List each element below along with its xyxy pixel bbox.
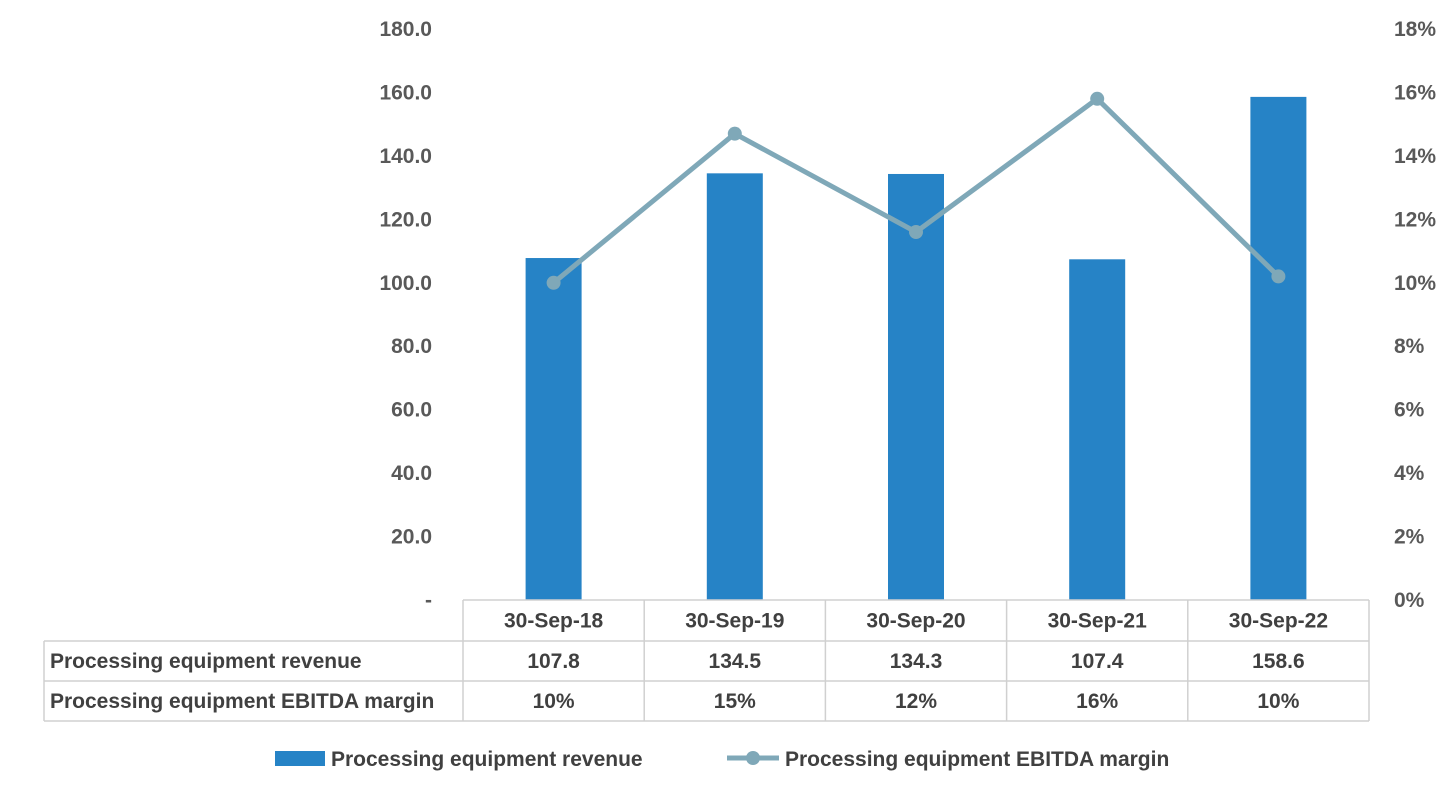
- revenue-bar: [1069, 259, 1126, 600]
- margin-value-cell: 10%: [1257, 690, 1299, 713]
- left-axis-tick-label: -: [425, 589, 432, 612]
- margin-value-cell: 12%: [895, 690, 937, 713]
- table-row-label-margin: Processing equipment EBITDA margin: [50, 690, 434, 713]
- margin-value-cell: 15%: [714, 690, 756, 713]
- right-axis-tick-label: 6%: [1394, 399, 1425, 422]
- right-axis-tick-labels: 0% 2% 4% 6% 8% 10% 12% 14% 16% 18%: [1394, 18, 1436, 612]
- left-axis-tick-label: 20.0: [391, 526, 432, 549]
- legend-swatch-margin-marker: [746, 751, 760, 765]
- margin-point: [1090, 91, 1105, 106]
- revenue-value-cell: 107.8: [527, 650, 580, 673]
- revenue-bar: [525, 258, 582, 600]
- right-axis-tick-label: 18%: [1394, 18, 1436, 41]
- left-axis-tick-labels: - 20.0 40.0 60.0 80.0 100.0 120.0 140.0 160.0 180…: [379, 18, 432, 612]
- revenue-bars: [525, 96, 1307, 600]
- right-axis-tick-label: 2%: [1394, 526, 1425, 549]
- legend-label-margin: Processing equipment EBITDA margin: [785, 748, 1169, 771]
- right-axis-tick-label: 14%: [1394, 145, 1436, 168]
- legend-label-revenue: Processing equipment revenue: [331, 748, 643, 771]
- category-label: 30-Sep-19: [685, 610, 784, 633]
- right-axis-tick-label: 4%: [1394, 462, 1425, 485]
- right-axis-tick-label: 10%: [1394, 272, 1436, 295]
- left-axis-tick-label: 100.0: [379, 272, 432, 295]
- right-axis-tick-label: 8%: [1394, 335, 1425, 358]
- revenue-value-cell: 158.6: [1252, 650, 1305, 673]
- margin-value-cell: 10%: [533, 690, 575, 713]
- revenue-value-cell: 134.3: [890, 650, 943, 673]
- legend: Processing equipment revenue Processing e…: [275, 748, 1169, 771]
- left-axis-tick-label: 140.0: [379, 145, 432, 168]
- revenue-value-cell: 107.4: [1071, 650, 1124, 673]
- revenue-value-cell: 134.5: [709, 650, 762, 673]
- right-axis-tick-label: 16%: [1394, 81, 1436, 104]
- revenue-bar: [888, 173, 944, 600]
- left-axis-tick-label: 60.0: [391, 399, 432, 422]
- data-table: 30-Sep-18 107.8 10% 30-Sep-19 134.5 15% 30-Sep…: [43, 599, 1370, 722]
- left-axis-tick-label: 80.0: [391, 335, 432, 358]
- margin-value-cell: 16%: [1076, 690, 1118, 713]
- revenue-bar: [706, 173, 763, 600]
- category-label: 30-Sep-21: [1048, 610, 1148, 633]
- legend-swatch-revenue: [275, 751, 325, 766]
- left-axis-tick-label: 40.0: [391, 462, 432, 485]
- category-label: 30-Sep-22: [1229, 610, 1328, 633]
- margin-point: [546, 275, 561, 290]
- left-axis-tick-label: 180.0: [379, 18, 432, 41]
- margin-point: [1271, 269, 1286, 284]
- category-label: 30-Sep-18: [504, 610, 604, 633]
- margin-line: [546, 91, 1286, 290]
- left-axis-tick-label: 120.0: [379, 208, 432, 231]
- margin-point: [909, 225, 923, 240]
- right-axis-tick-label: 0%: [1394, 589, 1425, 612]
- margin-point: [727, 126, 742, 141]
- left-axis-tick-label: 160.0: [379, 81, 432, 104]
- table-row-label-revenue: Processing equipment revenue: [50, 650, 362, 673]
- revenue-bar: [1250, 96, 1307, 600]
- category-label: 30-Sep-20: [866, 610, 965, 633]
- right-axis-tick-label: 12%: [1394, 208, 1436, 231]
